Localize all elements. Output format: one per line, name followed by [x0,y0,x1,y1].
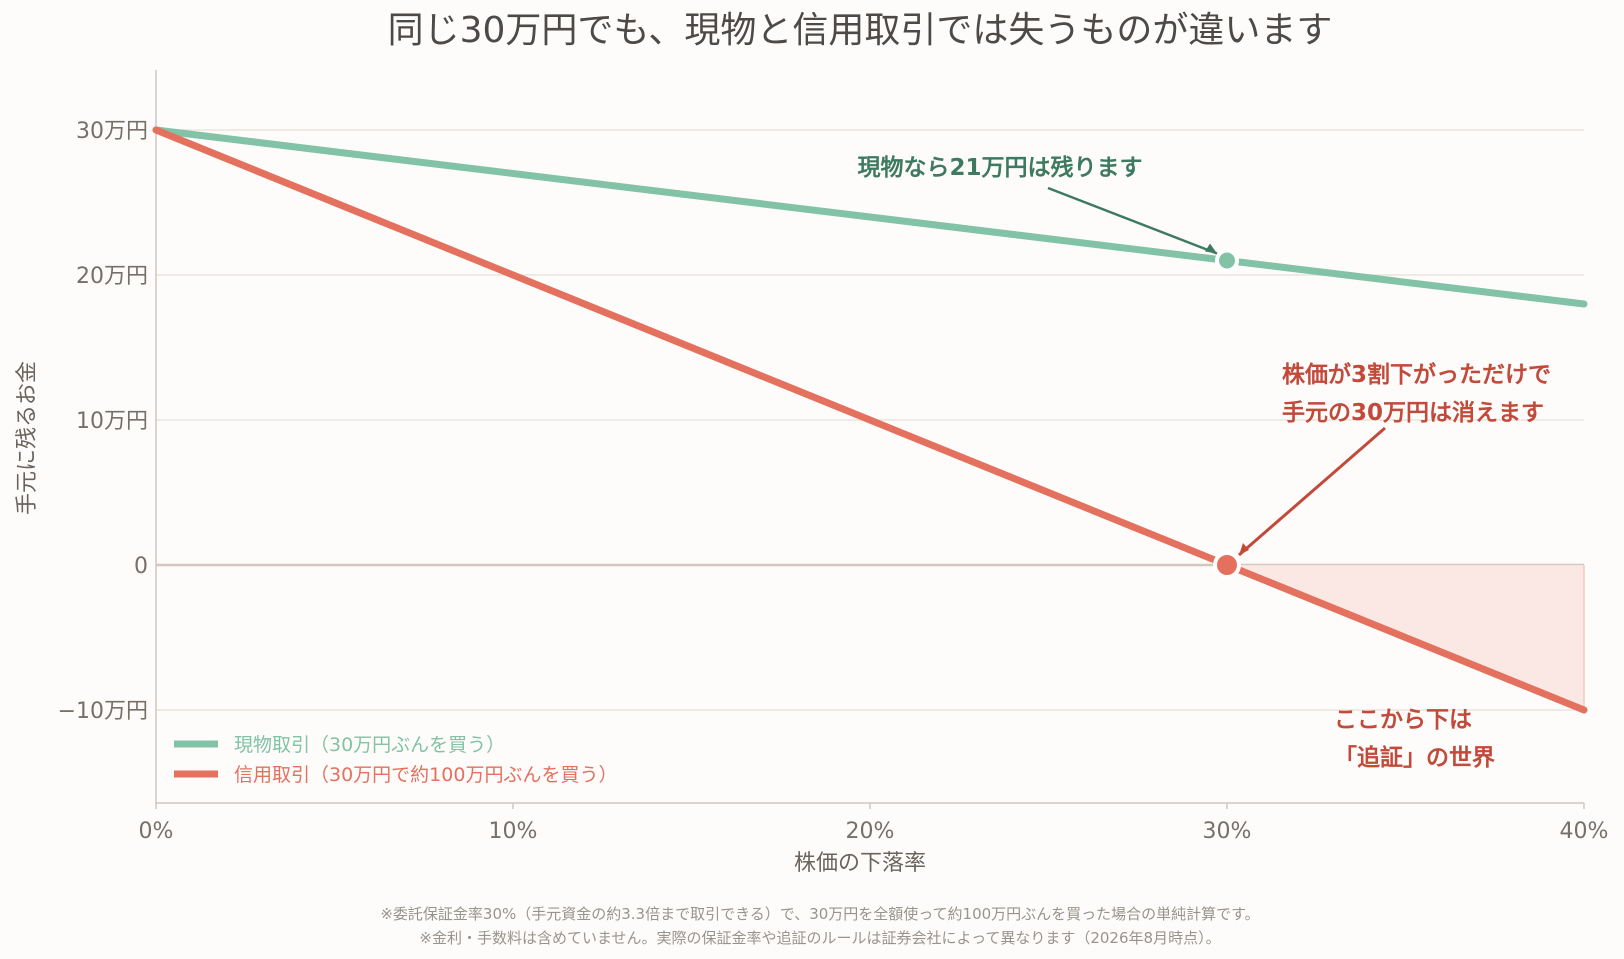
y-tick-label: 20万円 [76,264,148,289]
y-tick-label: 10万円 [76,409,148,434]
legend: 現物取引（30万円ぶんを買う） 信用取引（30万円で約100万円ぶんを買う） [174,734,617,786]
y-axis-title: 手元に残るお金 [15,361,40,515]
y-tick-label: 30万円 [76,119,148,144]
highlight-marker-2 [1213,551,1241,579]
y-tick-label: 0 [134,554,148,579]
y-tick-label: −10万円 [58,699,148,724]
annotation-margin-line: 手元の30万円は消えます [1282,400,1544,426]
series-layer [152,126,1588,714]
annotation-spot: 現物なら21万円は残ります [857,154,1142,181]
legend-label-2: 信用取引（30万円で約100万円ぶんを買う） [234,764,617,786]
footnote-1: ※委託保証金率30%（手元資金の約3.3倍まで取引できる）で、30万円を全額使っ… [380,905,1259,923]
annotation-margin-arrowhead [1239,543,1249,555]
x-tick-label: 10% [489,819,538,844]
chart-title: 同じ30万円でも、現物と信用取引では失うものが違います [388,10,1333,51]
x-tick-label: 40% [1560,819,1609,844]
x-tick-label: 20% [846,819,895,844]
annotation-margin-line: 株価が3割下がっただけで [1282,361,1551,388]
axes: 30万円 20万円 10万円 0 −10万円 0% 10% 20% 30% 40% [58,70,1609,844]
annotation-spot-arrowhead [1205,243,1217,254]
highlight-marker-1 [1215,248,1239,273]
annotation-layer: 現物なら21万円は残ります株価が3割下がっただけで手元の30万円は消えますここか… [857,154,1551,771]
annotation-zone-line: 「追証」の世界 [1334,744,1495,771]
series-line-1 [152,126,1588,308]
x-tick-label: 0% [139,819,174,844]
annotation-spot-arrow [1047,186,1218,255]
marker-layer [1213,248,1241,579]
annotation-margin-arrow [1238,426,1386,557]
x-tick-label: 30% [1203,819,1252,844]
annotation-zone-line: ここから下は [1334,707,1472,733]
x-axis-title: 株価の下落率 [794,851,926,876]
footnote-2: ※金利・手数料は含めていません。実際の保証金率や追証のルールは証券会社によって異… [419,929,1220,947]
series-line-2 [152,126,1588,714]
legend-label-1: 現物取引（30万円ぶんを買う） [234,734,505,756]
